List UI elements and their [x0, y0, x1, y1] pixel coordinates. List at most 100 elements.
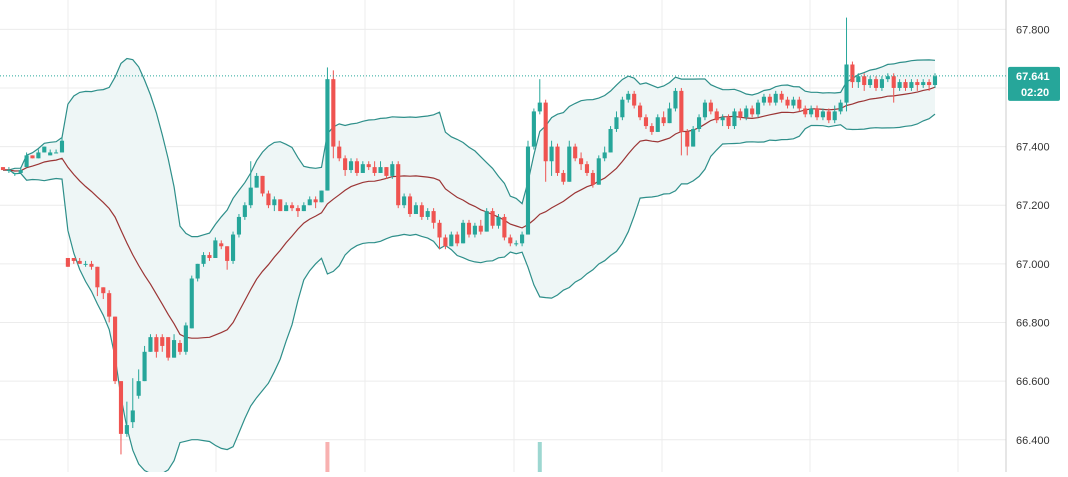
candle[interactable] — [767, 93, 772, 106]
candle[interactable] — [77, 257, 82, 264]
candle[interactable] — [242, 202, 247, 220]
candle[interactable] — [915, 79, 920, 91]
candle[interactable] — [107, 290, 112, 323]
candle[interactable] — [791, 96, 796, 109]
candle[interactable] — [343, 155, 348, 176]
candle[interactable] — [101, 287, 106, 300]
candle[interactable] — [83, 260, 88, 267]
candle[interactable] — [171, 334, 177, 358]
candle[interactable] — [732, 108, 737, 129]
candle[interactable] — [425, 208, 430, 220]
candle[interactable] — [24, 152, 29, 168]
candle[interactable] — [573, 143, 578, 162]
candle[interactable] — [885, 73, 890, 83]
candle[interactable] — [449, 231, 454, 247]
candle[interactable] — [702, 99, 708, 121]
candle[interactable] — [826, 108, 831, 124]
candle[interactable] — [750, 105, 755, 118]
candle[interactable] — [614, 111, 619, 132]
candle[interactable] — [18, 167, 23, 173]
candle[interactable] — [113, 316, 118, 385]
candle[interactable] — [679, 87, 684, 156]
candle[interactable] — [584, 161, 590, 176]
candle[interactable] — [402, 193, 407, 209]
candle[interactable] — [844, 17, 849, 112]
candle[interactable] — [744, 105, 749, 121]
candle[interactable] — [177, 340, 183, 355]
candle[interactable] — [785, 96, 790, 109]
candle[interactable] — [384, 167, 389, 179]
candle[interactable] — [632, 90, 637, 109]
candle[interactable] — [48, 149, 53, 156]
candle[interactable] — [272, 196, 277, 212]
candle[interactable] — [720, 114, 725, 127]
candle[interactable] — [461, 219, 466, 244]
candle[interactable] — [873, 76, 879, 91]
candle[interactable] — [490, 208, 495, 229]
candle[interactable] — [590, 170, 595, 188]
candle[interactable] — [0, 167, 6, 171]
candle[interactable] — [124, 401, 129, 437]
candle[interactable] — [520, 231, 525, 247]
candle[interactable] — [337, 140, 342, 162]
candle[interactable] — [661, 111, 666, 127]
candle[interactable] — [207, 252, 212, 261]
candle[interactable] — [154, 334, 159, 358]
candle[interactable] — [579, 152, 584, 171]
candle[interactable] — [502, 214, 507, 241]
candle[interactable] — [537, 79, 542, 115]
candle[interactable] — [803, 105, 808, 118]
candle[interactable] — [366, 161, 371, 171]
candle[interactable] — [136, 369, 141, 399]
candle[interactable] — [378, 161, 383, 173]
candle[interactable] — [525, 140, 531, 235]
candle[interactable] — [6, 167, 11, 173]
candle[interactable] — [30, 155, 35, 159]
candle[interactable] — [714, 108, 719, 124]
candle[interactable] — [602, 146, 607, 162]
candle[interactable] — [407, 193, 413, 217]
candle[interactable] — [189, 275, 194, 329]
candle[interactable] — [118, 381, 124, 455]
candle[interactable] — [726, 114, 731, 129]
candle[interactable] — [903, 79, 908, 91]
candle[interactable] — [820, 108, 825, 121]
candle[interactable] — [555, 143, 560, 176]
candle[interactable] — [248, 161, 253, 209]
candle[interactable] — [142, 345, 147, 382]
candle[interactable] — [567, 140, 572, 182]
candle[interactable] — [779, 90, 784, 103]
candle[interactable] — [95, 266, 100, 297]
candle[interactable] — [325, 67, 330, 191]
candle[interactable] — [183, 322, 188, 355]
candle[interactable] — [71, 257, 76, 264]
candle[interactable] — [166, 337, 171, 361]
candle[interactable] — [437, 219, 442, 250]
candle[interactable] — [832, 105, 837, 124]
candle[interactable] — [514, 240, 519, 247]
candle[interactable] — [278, 199, 283, 212]
candle[interactable] — [472, 222, 477, 238]
candle[interactable] — [596, 155, 601, 185]
candle[interactable] — [372, 161, 377, 176]
candle[interactable] — [160, 334, 165, 352]
candle[interactable] — [691, 126, 696, 147]
candle[interactable] — [36, 149, 41, 159]
candle[interactable] — [260, 175, 265, 197]
candle[interactable] — [797, 96, 802, 112]
candle[interactable] — [284, 202, 289, 212]
candle[interactable] — [396, 161, 401, 209]
candle[interactable] — [390, 161, 395, 179]
candle[interactable] — [42, 146, 47, 153]
candle[interactable] — [266, 190, 271, 209]
candle[interactable] — [637, 102, 643, 121]
candle[interactable] — [649, 123, 654, 135]
candle[interactable] — [643, 114, 649, 129]
candle[interactable] — [561, 170, 566, 185]
candle[interactable] — [543, 99, 548, 182]
candle[interactable] — [891, 73, 896, 103]
candle[interactable] — [230, 231, 236, 264]
candle[interactable] — [195, 263, 200, 282]
candle[interactable] — [508, 234, 513, 247]
candle[interactable] — [850, 61, 855, 88]
